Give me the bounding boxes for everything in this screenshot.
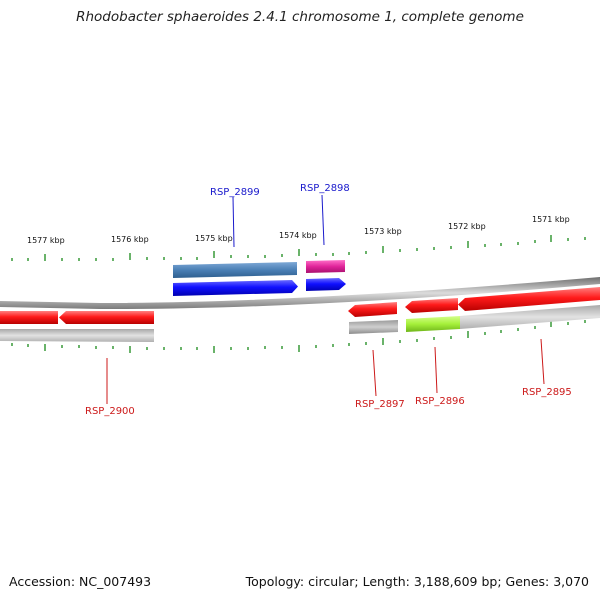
scale-label-1575: 1575 kbp	[195, 234, 233, 243]
gene-rsp-2897[interactable]	[348, 302, 397, 317]
accession-text: Accession: NC_007493	[9, 574, 152, 589]
gene-label-rsp-2898[interactable]: RSP_2898	[300, 183, 350, 194]
scale-label-1572: 1572 kbp	[448, 222, 486, 231]
gene-label-rsp-2897[interactable]: RSP_2897	[355, 399, 405, 410]
gene-rsp-2899[interactable]	[173, 280, 298, 296]
outer-tick-marks	[11, 235, 586, 261]
gene-rsp-2898[interactable]	[306, 278, 346, 291]
leader-line-rsp-2899	[232, 196, 235, 248]
gene-rsp-2900[interactable]	[59, 311, 154, 324]
gene-label-rsp-2900[interactable]: RSP_2900	[85, 406, 135, 417]
gene-label-rsp-2895[interactable]: RSP_2895	[522, 387, 572, 398]
gene-rsp-2895[interactable]	[458, 287, 600, 311]
gene-label-rsp-2896[interactable]: RSP_2896	[415, 396, 465, 407]
gene-shadow-rsp-2896	[406, 316, 460, 332]
leader-line-rsp-2897	[372, 349, 377, 397]
leader-line-rsp-2896	[434, 346, 438, 394]
gene-label-rsp-2899[interactable]: RSP_2899	[210, 187, 260, 198]
gene-shadow-rsp-2897	[349, 320, 398, 334]
scale-label-1577: 1577 kbp	[27, 236, 65, 245]
gene-shadow-rsp-2900	[0, 329, 154, 342]
scale-label-1571: 1571 kbp	[532, 215, 570, 224]
gene-rsp-2896[interactable]	[405, 298, 458, 313]
chromosome-backbone	[0, 277, 600, 310]
map-title: Rhodobacter sphaeroides 2.4.1 chromosome…	[76, 9, 524, 25]
gene-shadow-rsp-2899	[173, 262, 297, 278]
scale-labels: 1577 kbp 1576 kbp 1575 kbp 1574 kbp 1573…	[27, 215, 570, 245]
gene-shadow-rsp-2895	[460, 305, 600, 329]
scale-label-1573: 1573 kbp	[364, 227, 402, 236]
gene-rsp-2900-left[interactable]	[0, 311, 58, 324]
scale-label-1576: 1576 kbp	[111, 235, 149, 244]
genome-summary-text: Topology: circular; Length: 3,188,609 bp…	[245, 574, 589, 589]
inner-tick-marks	[11, 320, 586, 353]
gene-shadow-rsp-2898	[306, 260, 345, 273]
leader-line-rsp-2895	[540, 338, 545, 385]
leader-line-rsp-2898	[321, 194, 325, 246]
scale-label-1574: 1574 kbp	[279, 231, 317, 240]
